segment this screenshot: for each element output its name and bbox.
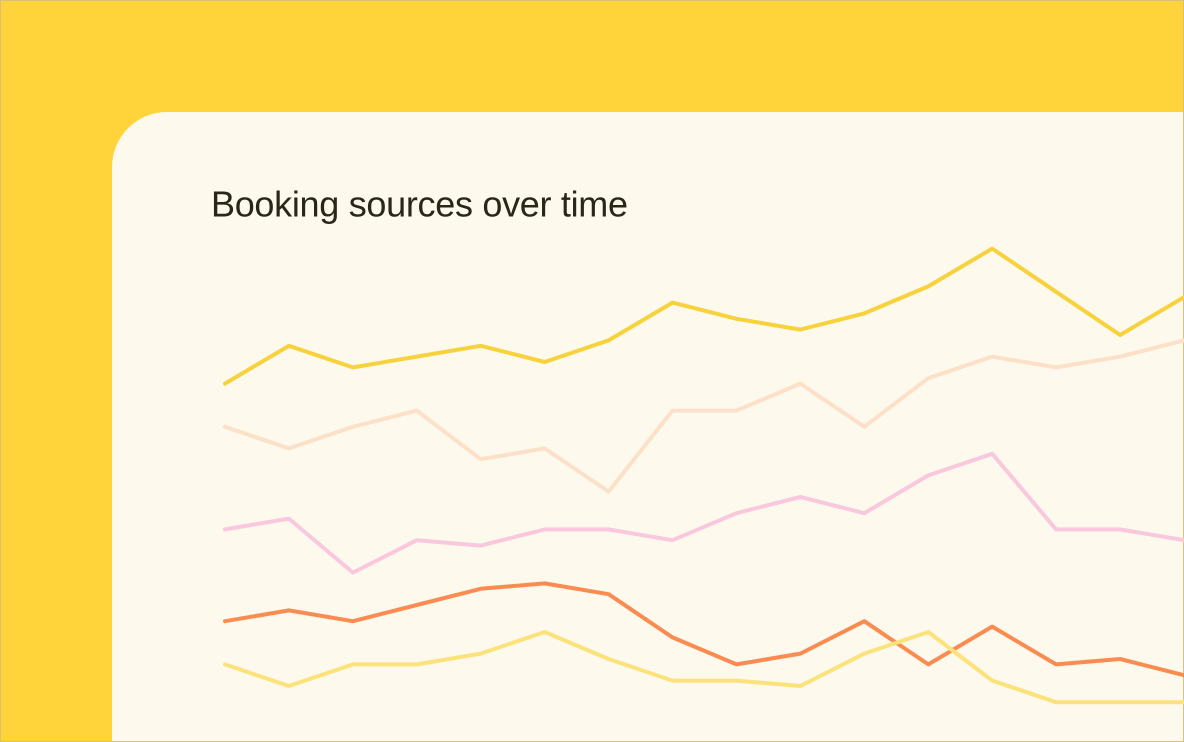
- chart-title: Booking sources over time: [211, 184, 628, 225]
- series-line: [223, 451, 1184, 575]
- series-line: [223, 246, 1184, 386]
- series-line: [223, 630, 1184, 705]
- series-line: [223, 338, 1184, 494]
- card: [112, 112, 1184, 742]
- plot-area: [223, 246, 1184, 705]
- series-line: [223, 581, 1184, 678]
